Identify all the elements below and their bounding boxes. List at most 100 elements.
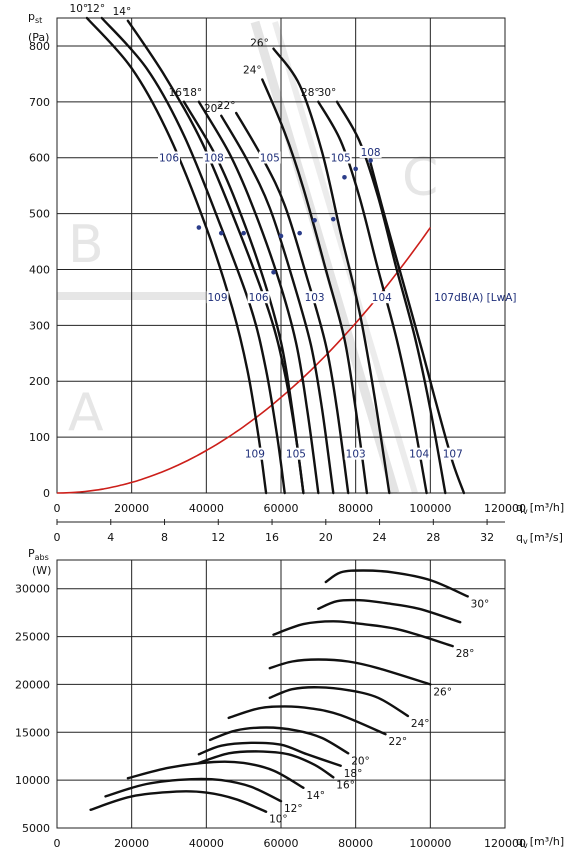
db-label-background (370, 291, 393, 304)
top-x2-tick-label: 4 (107, 531, 114, 544)
bottom-y-tick-label: 10000 (15, 774, 50, 787)
top-x2-tick-label: 32 (480, 531, 494, 544)
top-x2-tick-label: 0 (54, 531, 61, 544)
top-angle-label: 20° (204, 103, 223, 115)
db-label-background (441, 447, 464, 460)
bottom-angle-label: 30° (471, 598, 490, 610)
top-x-tick-label: 0 (54, 502, 61, 515)
top-chart-labels: 10°12° 14° 16°18°20°22° 24° 26° 28°30° 106 108 1… (70, 3, 517, 461)
bottom-x-tick-label: 120000 (484, 837, 526, 850)
db-label-background (284, 447, 307, 460)
db-label-background (432, 291, 505, 304)
top-series-curve (335, 100, 447, 495)
bottom-series-curve (268, 686, 410, 718)
bottom-chart-grid: 0 20000 40000 60000 80000 100000 120000 5000 100… (15, 559, 526, 850)
zone-label-b: B (68, 215, 104, 275)
top-y-axis-title: pst (28, 10, 42, 25)
zone-overlay: A B C (57, 20, 438, 495)
bottom-angle-label: 18° (344, 768, 363, 780)
bottom-x-tick-label: 100000 (409, 837, 451, 850)
db-level-label: 104 (372, 292, 392, 304)
bottom-angle-label: 26° (433, 686, 452, 698)
top-series-curve (85, 16, 268, 495)
bottom-y-tick-label: 20000 (15, 678, 50, 691)
top-x-tick-label: 40000 (189, 502, 224, 515)
top-y-tick-label: 300 (29, 319, 50, 332)
bottom-chart-labels: 10°12°14° 16°18°20° 22°24° 26° 28° 30° (269, 598, 489, 825)
db-label-background (247, 291, 270, 304)
top-angle-label: 18° (184, 87, 203, 99)
db-label-background (408, 447, 431, 460)
bottom-series-curve (197, 741, 342, 767)
db-level-label: 108 (361, 147, 381, 159)
bottom-angle-label: 22° (389, 736, 408, 748)
db-level-label: 105 (260, 153, 280, 165)
top-series-curve (197, 100, 320, 495)
top-x2-tick-label: 16 (265, 531, 279, 544)
bottom-y-tick-label: 25000 (15, 631, 50, 644)
top-x2-tick-label: 28 (426, 531, 440, 544)
db-level-label: 109 (208, 292, 228, 304)
bottom-angle-label: 24° (411, 718, 430, 730)
db-level-label: 109 (245, 449, 265, 461)
bottom-y-tick-label: 5000 (22, 822, 50, 835)
top-y-axis-unit: (Pa) (28, 31, 49, 44)
operating-point-marker (196, 225, 202, 230)
db-level-label: 105 (331, 153, 351, 165)
db-label-background (359, 145, 382, 158)
db-level-label: 107 (443, 449, 463, 461)
top-x-tick-label: 120000 (484, 502, 526, 515)
db-level-label: 104 (409, 449, 429, 461)
db-label-background (243, 447, 266, 460)
top-series-curve (220, 114, 335, 495)
bottom-angle-label: 20° (351, 755, 370, 767)
top-angle-label: 24° (243, 64, 262, 76)
bottom-angle-label: 14° (306, 790, 325, 802)
top-angle-label: 30° (318, 87, 337, 99)
bottom-angle-label: 10° (269, 814, 288, 826)
db-level-label: 106 (249, 292, 269, 304)
bottom-series-curve (272, 620, 454, 648)
db-level-label: 103 (346, 449, 366, 461)
db-label-background (258, 151, 281, 164)
top-chart-grid: 0 20000 40000 60000 80000 100000 1200000100200… (29, 17, 526, 544)
operating-point-marker (312, 217, 317, 223)
bottom-chart-series (89, 569, 469, 813)
top-angle-label: 28° (301, 87, 320, 99)
bottom-series-curve (324, 569, 469, 598)
bottom-x-tick-label: 80000 (338, 837, 373, 850)
bottom-y-axis-title: Pabs (28, 547, 49, 562)
bottom-series-curve (208, 726, 350, 755)
top-x2-axis-title: qv [m³/s] (516, 531, 563, 546)
top-y-tick-label: 0 (43, 487, 50, 500)
db-level-label: 103 (305, 292, 325, 304)
bottom-x-tick-label: 40000 (189, 837, 224, 850)
operating-point-marker (342, 174, 347, 180)
top-angle-label: 10° (70, 3, 89, 15)
operating-point-marker (297, 230, 302, 236)
bottom-series-curve (104, 777, 283, 803)
top-y-tick-label: 200 (29, 375, 50, 388)
bottom-y-tick-label: 15000 (15, 726, 50, 739)
top-x2-tick-label: 12 (211, 531, 225, 544)
top-series-curve (100, 16, 286, 495)
top-angle-label: 14° (113, 6, 132, 18)
bottom-x-axis-title: qv [m³/h] (516, 835, 564, 850)
db-label-background (158, 151, 180, 164)
operating-point-marker (330, 216, 336, 222)
db-label-background (202, 151, 225, 164)
bottom-series-curve (317, 598, 462, 624)
top-angle-label: 22° (217, 100, 236, 112)
bottom-series-curve (268, 658, 432, 686)
bottom-series-curve (126, 760, 305, 789)
top-x2-tick-label: 24 (373, 531, 387, 544)
top-series-curve (317, 100, 428, 495)
bottom-series-curve (197, 750, 335, 779)
top-y-tick-label: 100 (29, 431, 50, 444)
top-y-tick-label: 800 (29, 40, 50, 53)
db-level-label: 108 (204, 153, 224, 165)
db-level-label: 106 (159, 153, 179, 165)
top-angle-label: 26° (250, 38, 269, 50)
operating-point-marker (241, 230, 246, 236)
